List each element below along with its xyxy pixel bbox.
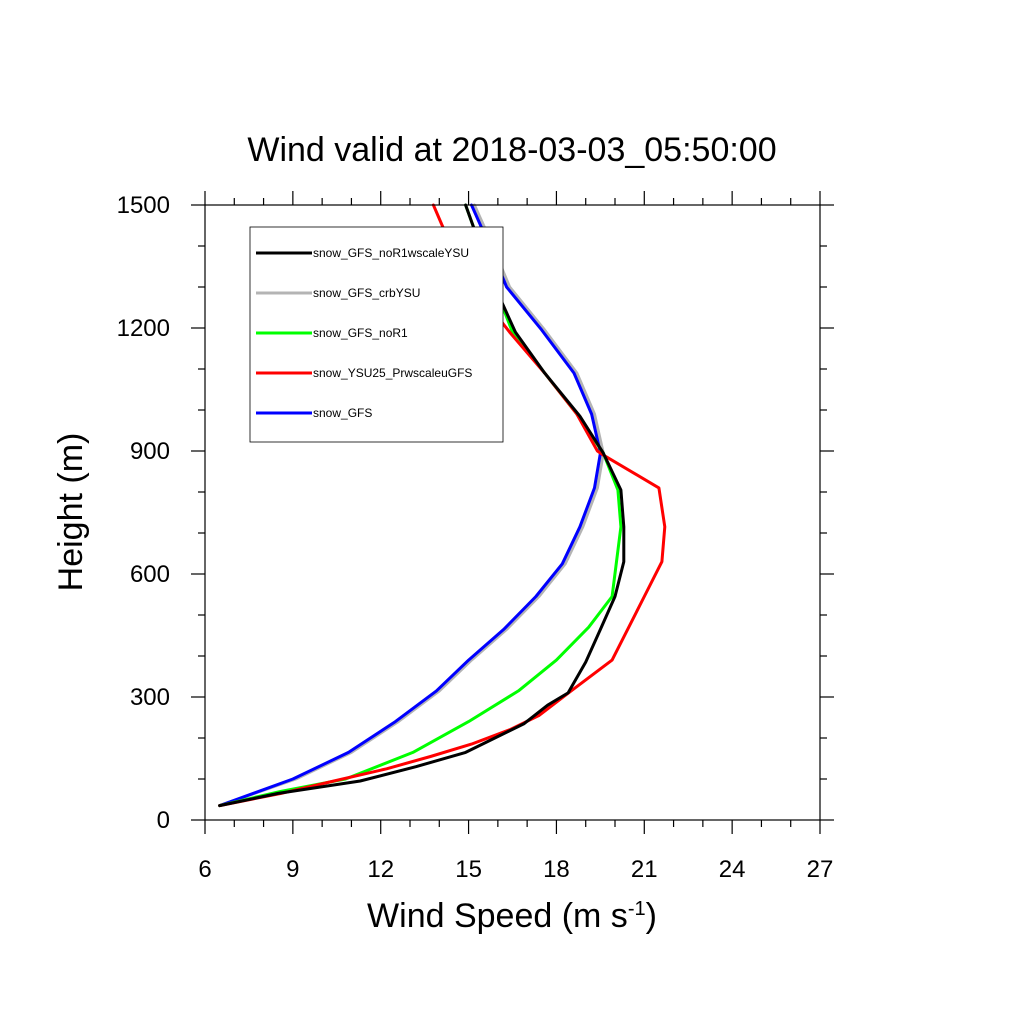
x-axis-label-main: Wind Speed (m s <box>367 897 628 935</box>
y-tick-label: 1200 <box>117 315 170 342</box>
x-axis-label: Wind Speed (m s-1) <box>367 897 657 935</box>
x-tick-labels: 6 9 12 15 18 21 24 27 <box>198 856 833 883</box>
legend: snow_GFS_noR1wscaleYSU snow_GFS_crbYSUsno… <box>249 226 504 443</box>
x-tick-label: 12 <box>367 856 394 883</box>
x-tick-label: 21 <box>631 856 658 883</box>
series-line-4 <box>218 203 626 808</box>
x-tick-label: 24 <box>719 856 746 883</box>
legend-label: snow_YSU25_PrwscaleuGFS <box>313 366 472 380</box>
series-line-1 <box>218 203 602 808</box>
legend-label: snow_GFS_noR1wscaleYSU <box>313 246 469 260</box>
y-tick-label: 0 <box>157 807 170 834</box>
y-tick-labels: 0 300 600 900 1200 1500 <box>117 192 170 834</box>
legend-label: snow_GFS_noR1 <box>313 326 408 340</box>
y-tick-label: 900 <box>130 438 170 465</box>
x-axis-label-superscript: -1 <box>628 898 646 920</box>
legend-label: snow_GFS_crbYSU <box>313 286 420 300</box>
series-line-2 <box>218 203 623 808</box>
plot-area <box>191 191 834 834</box>
legend-items: snow_GFS_noR1wscaleYSU snow_GFS_crbYSUsno… <box>256 246 472 420</box>
plot-frame <box>204 204 821 821</box>
y-tick-label: 600 <box>130 561 170 588</box>
x-tick-label: 9 <box>286 856 299 883</box>
y-axis-label: Height (m) <box>52 433 90 592</box>
x-tick-label: 15 <box>455 856 482 883</box>
axis-ticks <box>191 191 834 834</box>
x-tick-label: 6 <box>198 856 211 883</box>
y-tick-label: 1500 <box>117 192 170 219</box>
series-line-0 <box>218 203 605 808</box>
y-tick-label: 300 <box>130 684 170 711</box>
x-tick-label: 27 <box>807 856 834 883</box>
x-axis-label-suffix: ) <box>646 897 657 935</box>
legend-label: snow_GFS <box>313 406 372 420</box>
x-tick-label: 18 <box>543 856 570 883</box>
chart-title: Wind valid at 2018-03-03_05:50:00 <box>247 131 776 169</box>
